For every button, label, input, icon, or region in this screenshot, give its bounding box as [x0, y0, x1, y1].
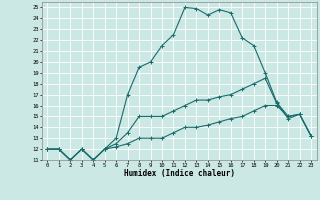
- X-axis label: Humidex (Indice chaleur): Humidex (Indice chaleur): [124, 169, 235, 178]
